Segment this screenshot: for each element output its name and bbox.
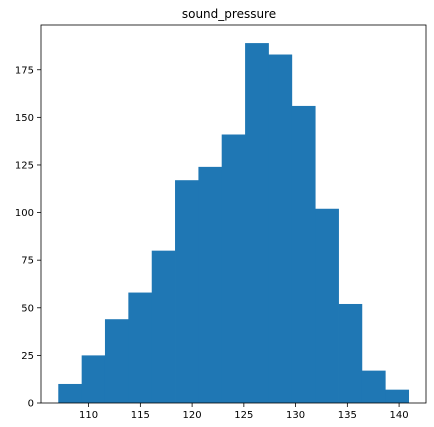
x-axis-ticks: 110 115 120 125 130 135 140: [79, 403, 409, 421]
histogram-bar: [104, 319, 129, 403]
axes-frame: [40, 24, 427, 404]
x-tick-label: 125: [234, 410, 253, 421]
y-tick-label: 175: [15, 65, 34, 76]
y-tick-label: 150: [15, 113, 34, 124]
y-axis-ticks: 0 25 50 75 100 125 150 175: [15, 65, 41, 410]
histogram-bar: [361, 370, 386, 403]
histogram-bar: [175, 180, 199, 403]
histogram-bar: [128, 292, 153, 403]
axes: [40, 24, 427, 404]
histogram-bar: [221, 134, 246, 403]
x-tick-label: 120: [183, 410, 202, 421]
histogram-bar: [81, 355, 106, 403]
histogram-bar: [385, 389, 410, 403]
y-tick-label: 125: [15, 160, 34, 171]
histogram-bars: [58, 43, 410, 404]
x-tick-label: 140: [390, 410, 409, 421]
chart-title: sound_pressure: [182, 7, 276, 21]
histogram-bar: [268, 54, 293, 404]
histogram-bar: [58, 383, 83, 403]
y-tick-label: 50: [21, 303, 34, 314]
y-tick-label: 100: [15, 208, 34, 219]
histogram-bar: [338, 303, 363, 403]
y-tick-label: 0: [28, 399, 34, 410]
x-tick-label: 130: [286, 410, 305, 421]
histogram-bar: [245, 43, 269, 404]
histogram-bar: [151, 250, 176, 403]
x-tick-label: 115: [131, 410, 150, 421]
y-tick-label: 25: [21, 351, 34, 362]
y-tick-label: 75: [21, 256, 34, 267]
histogram-bar: [198, 166, 223, 403]
histogram-bar: [315, 208, 339, 403]
x-tick-label: 135: [338, 410, 357, 421]
histogram-bar: [291, 105, 316, 404]
x-tick-label: 110: [79, 410, 98, 421]
